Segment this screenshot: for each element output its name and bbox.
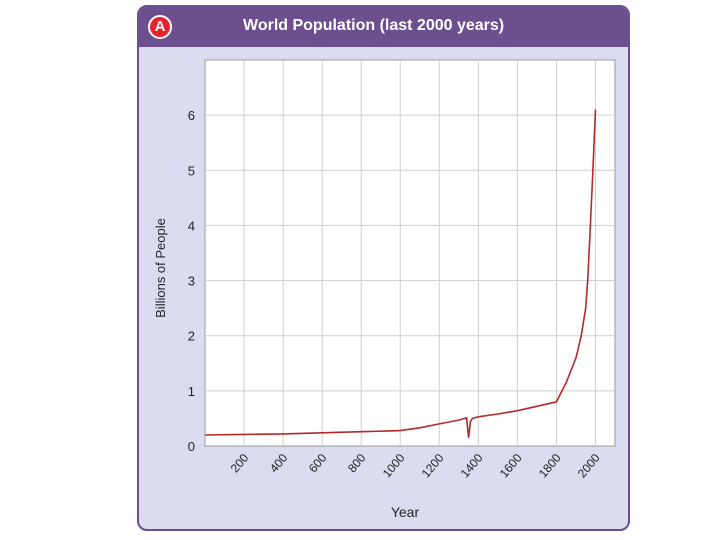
y-tick-label: 1 xyxy=(188,384,195,399)
x-tick-label: 400 xyxy=(267,451,291,476)
chart-title: World Population (last 2000 years) xyxy=(243,17,505,34)
panel-badge: A xyxy=(148,15,172,39)
x-axis-label: Year xyxy=(391,504,420,520)
y-tick-label: 0 xyxy=(188,439,195,454)
x-tick-label: 2000 xyxy=(575,451,603,481)
y-tick-label: 4 xyxy=(188,218,195,233)
plot-area xyxy=(204,59,616,447)
x-tick-label: 1600 xyxy=(497,451,525,481)
x-tick-label: 800 xyxy=(345,451,369,476)
y-axis-label: Billions of People xyxy=(153,218,168,318)
population-line xyxy=(204,109,597,438)
x-tick-label: 1200 xyxy=(419,451,447,481)
y-tick-label: 5 xyxy=(188,163,195,178)
y-tick-label: 2 xyxy=(188,329,195,344)
y-tick-label: 6 xyxy=(188,108,195,123)
chart-header: A World Population (last 2000 years) xyxy=(139,7,628,47)
x-tick-label: 1800 xyxy=(536,451,564,481)
y-tick-label: 3 xyxy=(188,274,195,289)
x-tick-label: 600 xyxy=(306,451,330,476)
x-tick-label: 1400 xyxy=(458,451,486,481)
x-tick-label: 200 xyxy=(228,451,252,476)
x-tick-label: 1000 xyxy=(380,451,408,481)
y-axis-ticks: 0 1 2 3 4 5 6 xyxy=(188,108,195,454)
x-axis-ticks: 200 400 600 800 1000 1200 1400 1600 1800 2000 xyxy=(228,451,603,481)
